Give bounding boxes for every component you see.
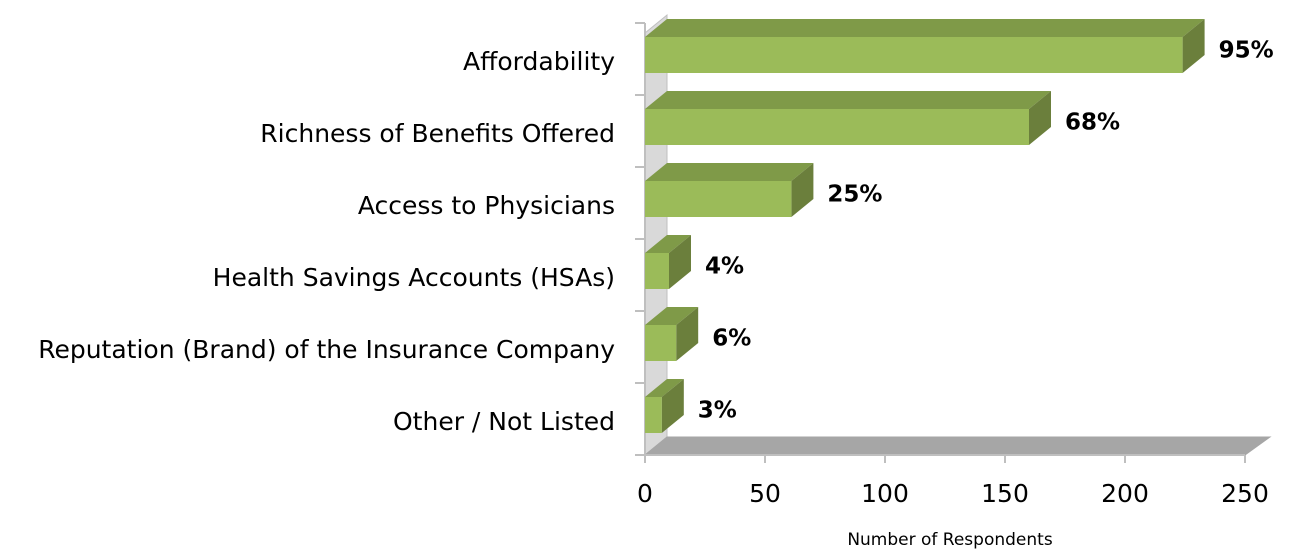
bar xyxy=(645,325,677,361)
bar-side xyxy=(1182,19,1205,73)
x-tick-label: 0 xyxy=(637,479,653,508)
data-label: 68% xyxy=(1065,110,1120,136)
bar-side xyxy=(661,379,684,433)
x-tick-label: 100 xyxy=(861,479,909,508)
y-tick-label: Affordability xyxy=(463,47,615,76)
bar xyxy=(645,397,662,433)
data-label: 3% xyxy=(698,398,737,424)
y-tick-label: Richness of Benefits Offered xyxy=(260,119,615,148)
y-tick-label: Other / Not Listed xyxy=(393,407,615,436)
data-label: 4% xyxy=(705,254,744,280)
bar xyxy=(645,181,792,217)
x-tick-label: 250 xyxy=(1221,479,1269,508)
y-tick-label: Access to Physicians xyxy=(358,191,615,220)
bar-side xyxy=(669,235,691,289)
bar-top xyxy=(645,19,1205,37)
bar-side xyxy=(791,163,814,217)
y-tick-label: Health Savings Accounts (HSAs) xyxy=(213,263,615,292)
bar xyxy=(645,109,1029,145)
bar xyxy=(645,37,1183,73)
x-tick-label: 150 xyxy=(981,479,1029,508)
bar-top xyxy=(645,235,691,253)
x-tick-label: 50 xyxy=(749,479,781,508)
y-tick-label: Reputation (Brand) of the Insurance Comp… xyxy=(38,335,615,364)
bar-top xyxy=(645,163,814,181)
bar-side xyxy=(1029,91,1051,145)
data-label: 6% xyxy=(712,326,751,352)
bar-top xyxy=(645,91,1051,109)
x-axis-title: Number of Respondents xyxy=(847,530,1053,550)
bar xyxy=(645,253,669,289)
bar-top xyxy=(645,307,699,325)
data-label: 25% xyxy=(827,182,882,208)
data-label: 95% xyxy=(1219,38,1274,64)
floor xyxy=(643,436,1272,456)
bar-top xyxy=(645,379,684,397)
bar-side xyxy=(676,307,699,361)
x-tick-label: 200 xyxy=(1101,479,1149,508)
